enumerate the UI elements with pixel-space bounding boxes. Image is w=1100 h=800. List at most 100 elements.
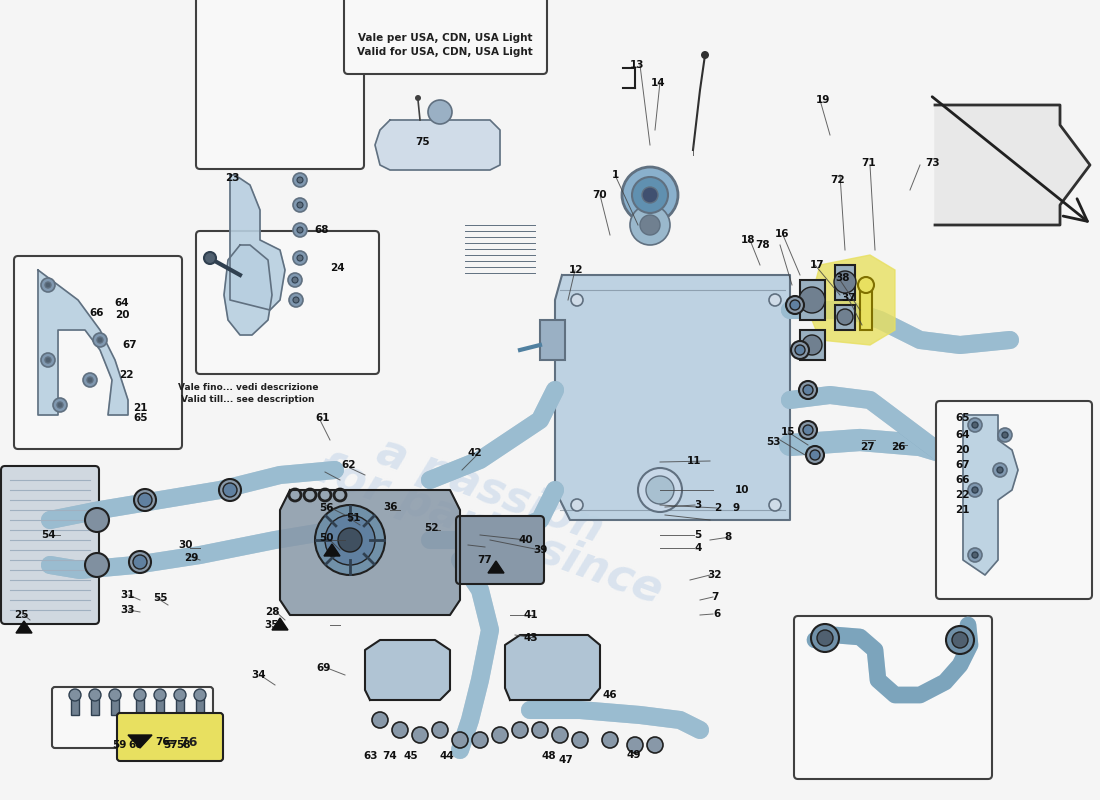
Circle shape (315, 505, 385, 575)
Circle shape (803, 425, 813, 435)
Text: 64: 64 (955, 430, 969, 440)
Text: Vale per USA, CDN, USA Light: Vale per USA, CDN, USA Light (358, 33, 532, 43)
Text: 27: 27 (860, 442, 875, 452)
Circle shape (512, 722, 528, 738)
Text: 74: 74 (383, 751, 397, 761)
Polygon shape (324, 544, 340, 556)
Text: 18: 18 (740, 235, 756, 245)
Circle shape (219, 479, 241, 501)
Circle shape (154, 689, 166, 701)
Circle shape (632, 177, 668, 213)
Circle shape (109, 689, 121, 701)
Circle shape (968, 548, 982, 562)
Text: 68: 68 (315, 225, 329, 235)
Circle shape (293, 198, 307, 212)
Polygon shape (230, 175, 285, 310)
Text: 75: 75 (416, 137, 430, 147)
Circle shape (45, 357, 51, 363)
Text: 54: 54 (41, 530, 55, 540)
Text: 9: 9 (733, 503, 739, 513)
Text: 60: 60 (129, 740, 143, 750)
Circle shape (338, 528, 362, 552)
Circle shape (41, 278, 55, 292)
Text: 72: 72 (830, 175, 845, 185)
Circle shape (452, 732, 468, 748)
Bar (835, 305, 855, 330)
Circle shape (87, 377, 94, 383)
Bar (196, 697, 204, 715)
Text: 58: 58 (176, 740, 190, 750)
Circle shape (97, 337, 103, 343)
Text: = 76: = 76 (165, 735, 197, 749)
Circle shape (946, 626, 974, 654)
Text: 24: 24 (330, 263, 344, 273)
Polygon shape (556, 275, 790, 520)
Text: 66: 66 (90, 308, 104, 318)
Polygon shape (365, 640, 450, 700)
Circle shape (806, 446, 824, 464)
Circle shape (532, 722, 548, 738)
Text: 62: 62 (342, 460, 356, 470)
FancyBboxPatch shape (14, 256, 182, 449)
Circle shape (627, 737, 644, 753)
FancyBboxPatch shape (196, 0, 364, 169)
Text: 38: 38 (836, 273, 850, 283)
Circle shape (810, 450, 820, 460)
Circle shape (997, 467, 1003, 473)
Circle shape (803, 385, 813, 395)
Polygon shape (935, 105, 1090, 225)
Bar (91, 697, 99, 715)
Bar (540, 320, 565, 360)
Text: 15: 15 (781, 427, 795, 437)
Text: 65: 65 (134, 413, 148, 423)
Text: 49: 49 (627, 750, 641, 760)
Bar (156, 697, 164, 715)
Circle shape (138, 493, 152, 507)
Circle shape (638, 468, 682, 512)
Text: 17: 17 (810, 260, 824, 270)
Bar (111, 697, 119, 715)
Text: 26: 26 (891, 442, 905, 452)
Text: 73: 73 (926, 158, 940, 168)
Circle shape (297, 202, 302, 208)
Text: 30: 30 (178, 540, 194, 550)
Text: 50: 50 (319, 533, 333, 543)
Text: 2: 2 (714, 503, 722, 513)
FancyBboxPatch shape (794, 616, 992, 779)
Circle shape (799, 287, 825, 313)
Text: 69: 69 (317, 663, 331, 673)
Circle shape (432, 722, 448, 738)
Circle shape (41, 353, 55, 367)
FancyBboxPatch shape (52, 687, 213, 748)
Polygon shape (39, 270, 128, 415)
Circle shape (288, 273, 302, 287)
Bar (176, 697, 184, 715)
Polygon shape (280, 490, 460, 615)
Text: 48: 48 (541, 751, 557, 761)
Polygon shape (272, 618, 288, 630)
Text: 36: 36 (384, 502, 398, 512)
Circle shape (129, 551, 151, 573)
Text: 22: 22 (119, 370, 133, 380)
Circle shape (790, 300, 800, 310)
Text: 53: 53 (766, 437, 780, 447)
Circle shape (552, 727, 568, 743)
Text: 35: 35 (265, 620, 279, 630)
Circle shape (492, 727, 508, 743)
Bar (860, 285, 872, 330)
Circle shape (82, 373, 97, 387)
Text: 6: 6 (714, 609, 720, 619)
Text: 20: 20 (114, 310, 130, 320)
Circle shape (998, 428, 1012, 442)
Text: 13: 13 (629, 60, 645, 70)
Text: 63: 63 (364, 751, 378, 761)
Bar (835, 265, 855, 300)
Circle shape (412, 727, 428, 743)
Circle shape (194, 689, 206, 701)
Bar (72, 697, 79, 715)
Circle shape (204, 252, 216, 264)
Circle shape (289, 293, 302, 307)
Circle shape (646, 476, 674, 504)
Circle shape (786, 296, 804, 314)
Circle shape (811, 624, 839, 652)
